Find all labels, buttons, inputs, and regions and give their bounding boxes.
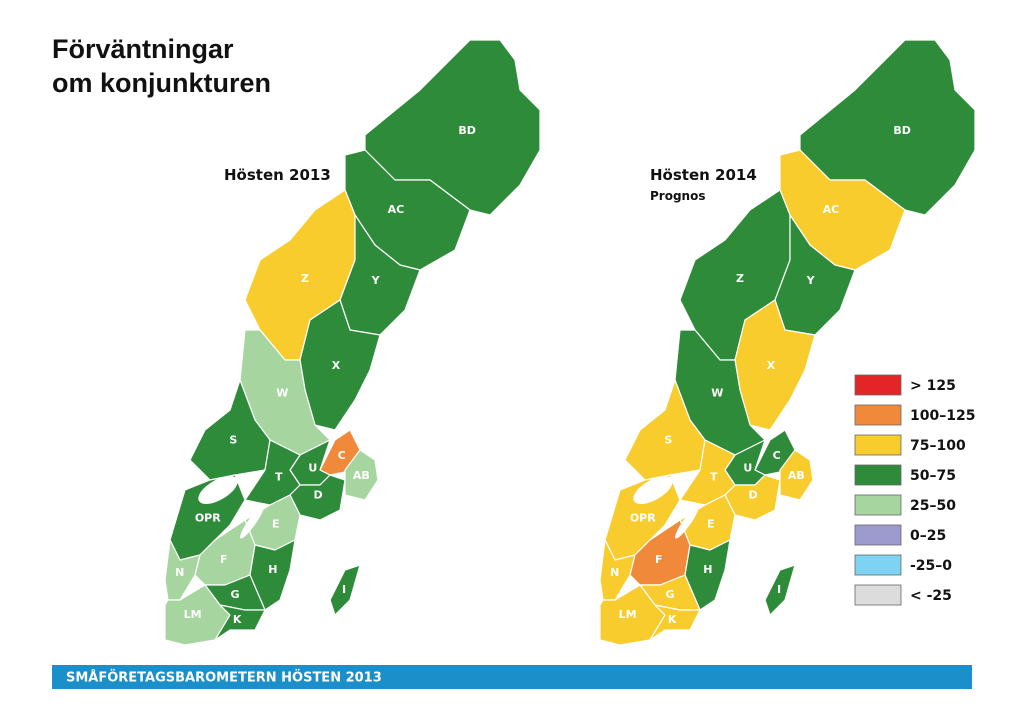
region-label: D <box>314 489 323 502</box>
region-label: C <box>773 449 781 462</box>
footer-text: SMÅFÖRETAGSBAROMETERN HÖSTEN 2013 <box>66 670 382 686</box>
region-label: G <box>665 588 674 601</box>
region-label: Y <box>806 274 816 287</box>
region <box>249 539 296 611</box>
lake <box>633 476 673 504</box>
lake <box>240 505 264 539</box>
maps: BD AC Z Y X W S C AB U T D OPR E N F H G LM K I BD AC Z Y X W S C AB U… <box>164 39 976 646</box>
region-label: U <box>743 462 752 475</box>
legend-swatch <box>854 404 902 426</box>
region-label: U <box>308 462 317 475</box>
legend-swatch <box>854 434 902 456</box>
region-label: T <box>275 471 283 484</box>
region-label: G <box>230 588 239 601</box>
region-label: Z <box>301 272 309 285</box>
region-label: D <box>749 489 758 502</box>
legend-label: 0–25 <box>910 528 946 544</box>
legend-label: 75–100 <box>910 438 966 454</box>
region <box>289 474 346 521</box>
legend-label: 100–125 <box>910 408 975 424</box>
legend-label: -25–0 <box>910 558 952 574</box>
region-label: AC <box>823 203 840 216</box>
region-label: E <box>707 517 715 530</box>
title-line: Förväntningar <box>52 34 234 64</box>
region <box>774 214 856 336</box>
legend-label: > 125 <box>910 378 956 394</box>
region <box>214 604 266 641</box>
region-label: W <box>276 387 288 400</box>
region-label: LM <box>619 608 637 621</box>
region-label: X <box>332 359 341 372</box>
legend-swatch <box>854 374 902 396</box>
footer-bar <box>52 665 972 689</box>
region-label: E <box>272 517 280 530</box>
region-label: AB <box>788 469 805 482</box>
region <box>329 564 361 616</box>
region-label: X <box>767 359 776 372</box>
region-label: H <box>703 563 712 576</box>
region-label: H <box>268 563 277 576</box>
region-label: C <box>338 449 346 462</box>
region-label: I <box>777 583 781 596</box>
region-label: N <box>175 566 184 579</box>
region-label: T <box>710 471 718 484</box>
region <box>724 474 781 521</box>
region <box>339 214 421 336</box>
map-subtitle: Prognos <box>650 189 705 203</box>
region-label: S <box>229 434 237 447</box>
region-label: S <box>664 434 672 447</box>
lake <box>198 476 238 504</box>
legend-swatch <box>854 524 902 546</box>
region-label: K <box>668 613 677 626</box>
legend-swatch <box>854 464 902 486</box>
region-label: K <box>233 613 242 626</box>
legend-label: 50–75 <box>910 468 956 484</box>
region-label: LM <box>184 608 202 621</box>
region-label: F <box>220 553 228 566</box>
region-label: N <box>610 566 619 579</box>
region-label: AC <box>388 203 405 216</box>
region-label: Y <box>371 274 381 287</box>
legend-swatch <box>854 494 902 516</box>
region-label: BD <box>458 124 476 137</box>
region <box>344 449 379 501</box>
lake <box>675 505 699 539</box>
region-label: BD <box>893 124 911 137</box>
region <box>779 449 814 501</box>
title-line: om konjunkturen <box>52 68 271 98</box>
legend-label: < -25 <box>910 588 952 604</box>
map-title: Hösten 2013 <box>224 166 331 184</box>
region-label: Z <box>736 272 744 285</box>
map-title: Hösten 2014 <box>650 166 757 184</box>
legend-swatch <box>854 554 902 576</box>
legend-label: 25–50 <box>910 498 956 514</box>
region-label: F <box>655 553 663 566</box>
region-label: OPR <box>195 511 221 524</box>
region-label: W <box>711 387 723 400</box>
region <box>649 604 701 641</box>
region <box>764 564 796 616</box>
region-label: I <box>342 583 346 596</box>
region-label: OPR <box>630 511 656 524</box>
region-label: AB <box>353 469 370 482</box>
legend-swatch <box>854 584 902 606</box>
region <box>684 539 731 611</box>
